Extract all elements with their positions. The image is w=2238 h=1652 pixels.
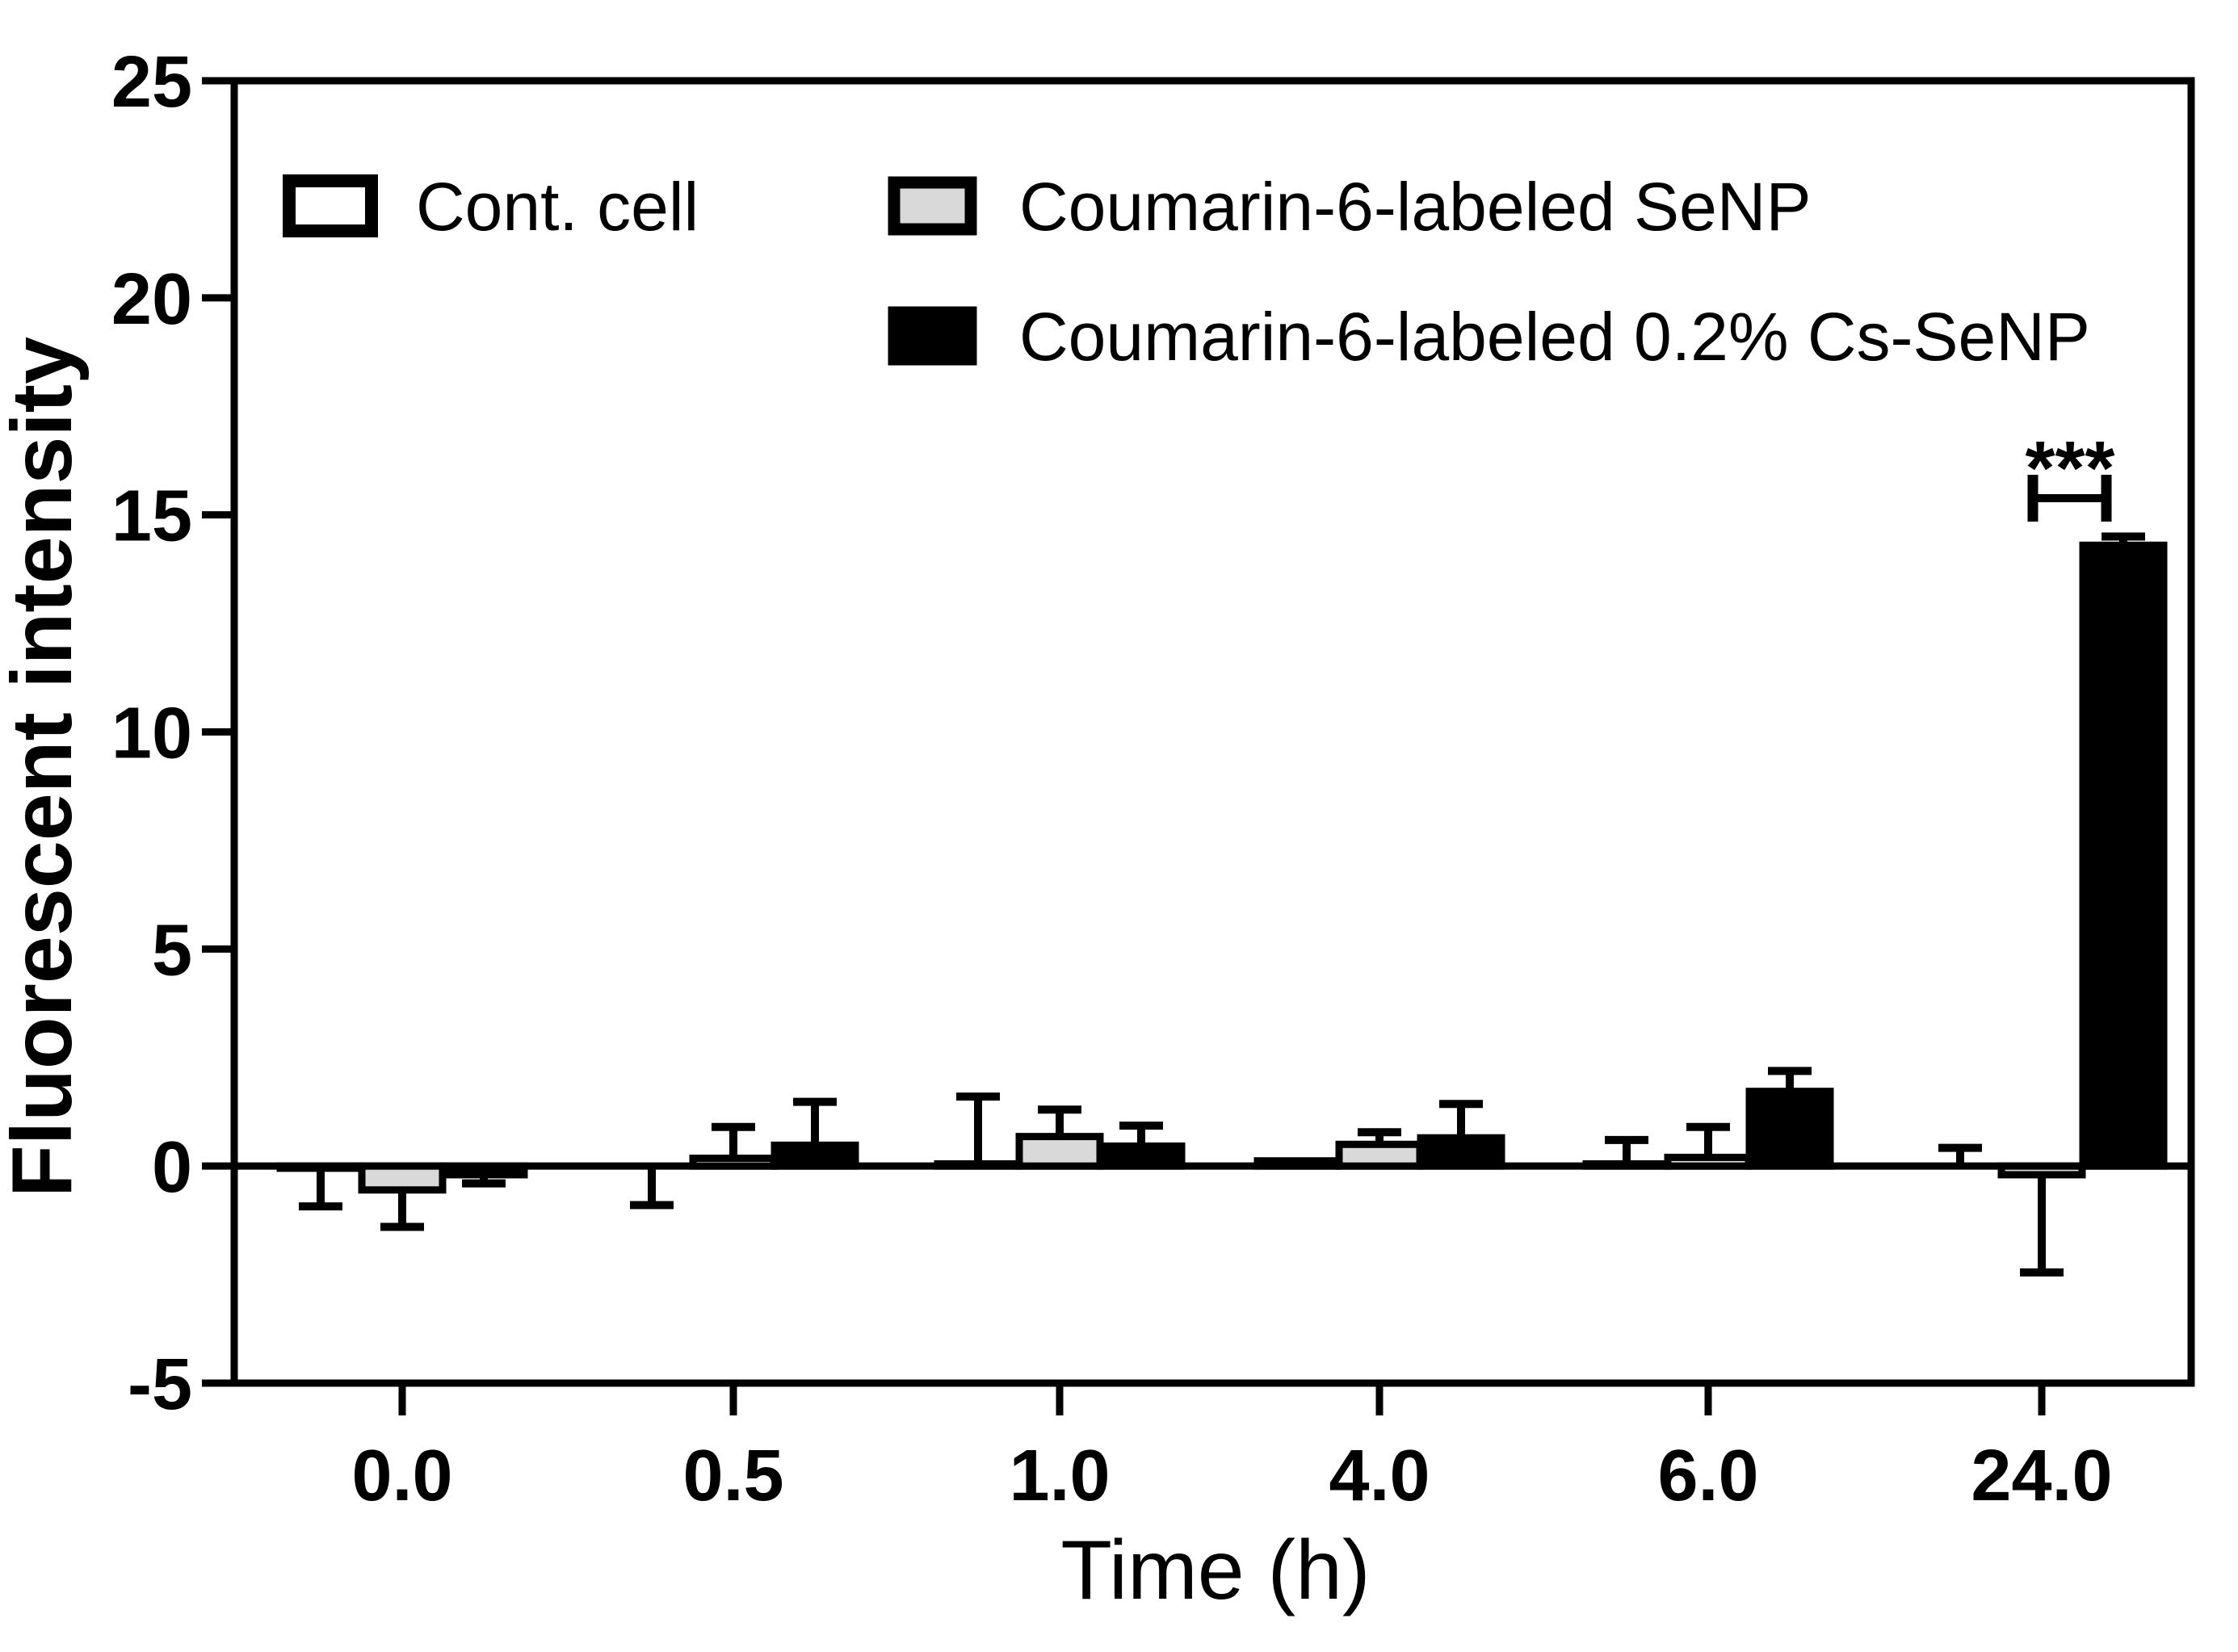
- legend-label: Cont. cell: [416, 169, 699, 245]
- bar-coumarin-6-labeled-0-2-cs-senp-0.5: [770, 1141, 859, 1170]
- plot-frame: [230, 77, 2195, 1387]
- y-tick-label: 0: [152, 1127, 192, 1208]
- y-tick-label: 15: [111, 476, 192, 557]
- legend-label: Coumarin-6-labeled 0.2% Cs-SeNP: [1019, 299, 2090, 375]
- bar-coumarin-6-labeled-senp-0.5: [689, 1154, 778, 1170]
- bar-cont-cell-0.0: [276, 1162, 365, 1172]
- y-axis-title: Fluorescent intensity: [0, 337, 90, 1197]
- x-axis-title: Time (h): [1060, 1524, 1370, 1617]
- x-tick-label: 0.0: [351, 1436, 452, 1516]
- y-tick-label: 20: [111, 259, 192, 340]
- x-tick-label: 6.0: [1657, 1436, 1758, 1516]
- bar-coumarin-6-labeled-0-2-cs-senp-24.0: [2079, 541, 2168, 1170]
- x-tick-label: 0.5: [682, 1436, 783, 1516]
- bar-coumarin-6-labeled-0-2-cs-senp-6.0: [1745, 1088, 1834, 1170]
- bar-coumarin-6-labeled-senp-6.0: [1664, 1153, 1753, 1170]
- bar-coumarin-6-labeled-0-2-cs-senp-4.0: [1417, 1134, 1505, 1170]
- bar-coumarin-6-labeled-0-2-cs-senp-0.0: [439, 1162, 528, 1179]
- y-tick-label: 25: [111, 42, 192, 123]
- bar-cont-cell-6.0: [1582, 1159, 1671, 1170]
- bar-cont-cell-1.0: [934, 1159, 1022, 1170]
- bar-cont-cell-4.0: [1253, 1157, 1342, 1170]
- bar-coumarin-6-labeled-0-2-cs-senp-1.0: [1097, 1142, 1186, 1170]
- y-tick-label: 10: [111, 694, 192, 774]
- legend-swatch: [888, 176, 977, 236]
- x-tick-label: 24.0: [1971, 1436, 2112, 1516]
- bar-coumarin-6-labeled-senp-4.0: [1335, 1140, 1424, 1170]
- x-tick-label: 4.0: [1329, 1436, 1430, 1516]
- bar-coumarin-6-labeled-senp-0.0: [358, 1162, 447, 1194]
- bar-coumarin-6-labeled-senp-24.0: [1997, 1162, 2086, 1179]
- significance-stars: ***: [2026, 426, 2115, 511]
- legend-swatch: [888, 306, 977, 366]
- legend-label: Coumarin-6-labeled SeNP: [1019, 169, 1811, 245]
- y-tick-label: -5: [128, 1344, 192, 1425]
- y-tick-label: 5: [152, 910, 192, 991]
- legend-swatch: [283, 174, 378, 237]
- bar-coumarin-6-labeled-senp-1.0: [1015, 1133, 1104, 1170]
- x-tick-label: 1.0: [1009, 1436, 1110, 1516]
